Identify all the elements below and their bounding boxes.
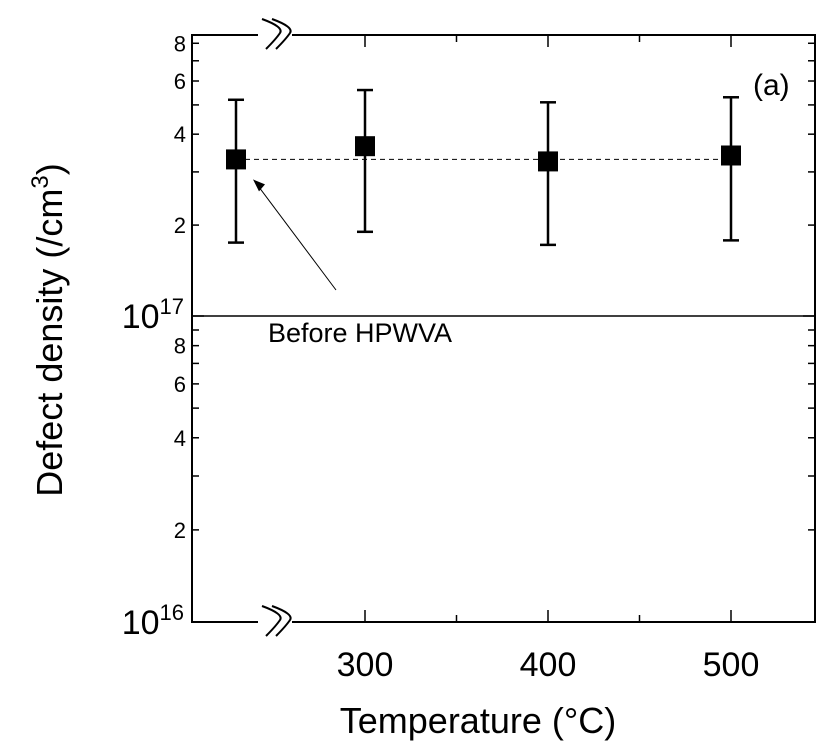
y-axis-title-main: Defect density (/cm — [29, 189, 70, 497]
axis-break-mask — [258, 604, 292, 640]
annotation-arrow-head — [253, 179, 265, 191]
decade-exponent: 17 — [160, 294, 184, 319]
decade-exponent: 16 — [160, 600, 184, 625]
data-point — [721, 145, 741, 165]
y-decade-label: 1016 — [122, 600, 184, 642]
decade-base: 10 — [122, 298, 160, 336]
x-tick-label: 400 — [520, 646, 577, 684]
data-point — [355, 136, 375, 156]
y-decade-label: 1017 — [122, 294, 184, 336]
y-axis-title: Defect density (/cm3) — [27, 163, 70, 496]
y-tick-label: 8 — [174, 31, 186, 56]
y-tick-label: 6 — [174, 69, 186, 94]
annotation-before-hpwva: Before HPWVA — [268, 318, 452, 348]
axis-break-bottom — [258, 604, 292, 640]
annotation-arrow-line — [257, 184, 336, 290]
x-tick-label: 300 — [337, 646, 394, 684]
y-tick-label: 8 — [174, 334, 186, 359]
axis-break-mask — [258, 17, 292, 53]
y-tick-label: 2 — [174, 213, 186, 238]
data-marks — [226, 90, 741, 290]
y-axis-title-superscript: 3 — [27, 175, 54, 188]
axis-break-top — [258, 17, 292, 53]
y-tick-label: 4 — [174, 426, 186, 451]
y-tick-label: 2 — [174, 518, 186, 543]
x-tick-label: 500 — [703, 646, 760, 684]
y-tick-label: 6 — [174, 372, 186, 397]
x-axis-title: Temperature (°C) — [340, 700, 616, 741]
data-point — [226, 149, 246, 169]
panel-label: (a) — [753, 69, 790, 102]
data-point — [538, 151, 558, 171]
decade-base: 10 — [122, 604, 160, 642]
y-tick-label: 4 — [174, 122, 186, 147]
y-axis-title-close: ) — [29, 163, 70, 175]
